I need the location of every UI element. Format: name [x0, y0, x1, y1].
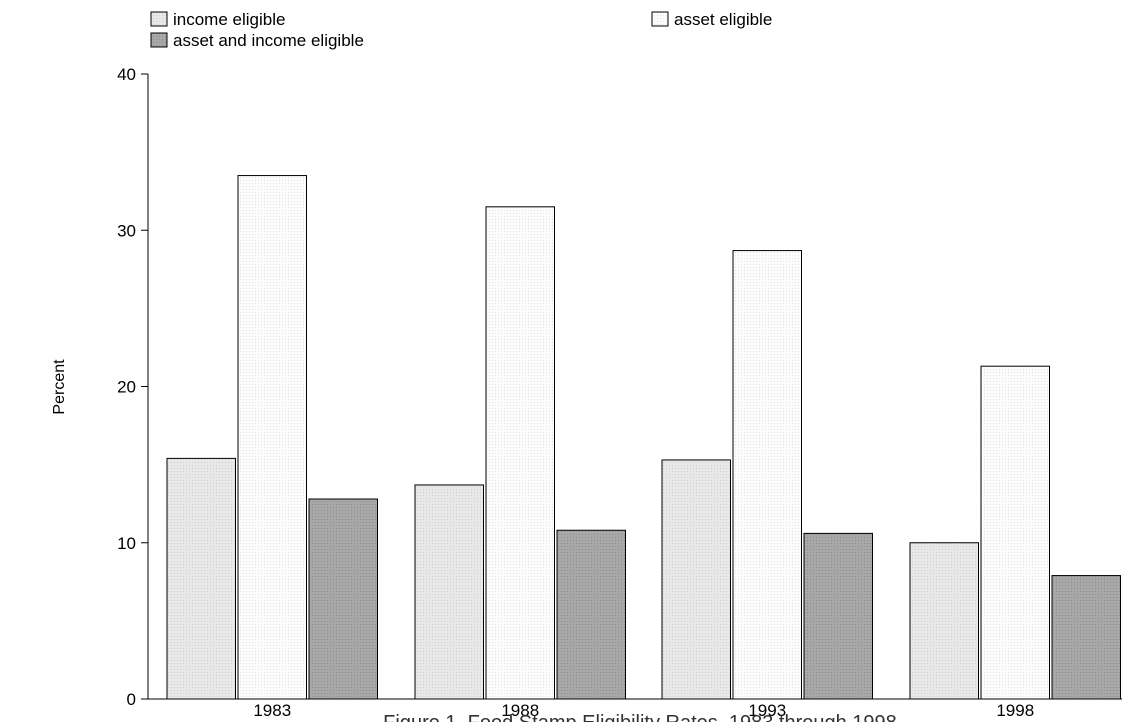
legend-item-asset-eligible: asset eligible [651, 10, 772, 29]
legend-item-income-eligible: income eligible [150, 10, 285, 29]
y-tick-label: 30 [117, 221, 136, 240]
x-tick-label: 1993 [748, 701, 786, 720]
y-tick-label: 10 [117, 534, 136, 553]
x-tick-label: 1998 [996, 701, 1034, 720]
legend-label-asset-eligible: asset eligible [674, 10, 772, 29]
bar-asset-eligible-1983 [237, 175, 307, 700]
bar-income-eligible-1998 [909, 542, 979, 700]
bar-income-eligible-1983 [166, 457, 236, 700]
y-axis-title: Percent [51, 359, 68, 415]
x-tick-label: 1983 [253, 701, 291, 720]
bar-income-eligible-1993 [661, 459, 731, 700]
legend-swatch-asset-eligible [651, 11, 669, 27]
legend-label-income-eligible: income eligible [173, 10, 285, 29]
figure-caption: Figure 1. Food Stamp Eligibility Rates, … [383, 712, 897, 722]
y-tick-label: 20 [117, 378, 136, 397]
bar-asset-eligible-1988 [485, 206, 555, 700]
x-tick-label: 1988 [501, 701, 539, 720]
bar-asset-and-income-eligible-1988 [556, 529, 626, 700]
x-tick-labels: 1983 1988 1993 1998 [253, 701, 1034, 720]
bar-income-eligible-1988 [414, 484, 484, 700]
bar-asset-eligible-1998 [980, 365, 1050, 700]
legend-swatch-income-eligible [150, 11, 168, 27]
y-ticks: 0 10 20 30 40 [117, 65, 148, 709]
y-tick-label: 40 [117, 65, 136, 84]
bar-asset-and-income-eligible-1998 [1051, 575, 1121, 700]
legend-label-asset-and-income-eligible: asset and income eligible [173, 31, 364, 50]
bar-asset-eligible-1993 [732, 250, 802, 700]
y-tick-label: 0 [127, 690, 136, 709]
bars [166, 175, 1121, 700]
legend-swatch-asset-and-income-eligible [150, 32, 168, 48]
bar-asset-and-income-eligible-1983 [308, 498, 378, 700]
bar-asset-and-income-eligible-1993 [803, 532, 873, 700]
legend-item-asset-and-income-eligible: asset and income eligible [150, 31, 364, 50]
legend: income eligible asset eligible asset and… [150, 10, 772, 50]
